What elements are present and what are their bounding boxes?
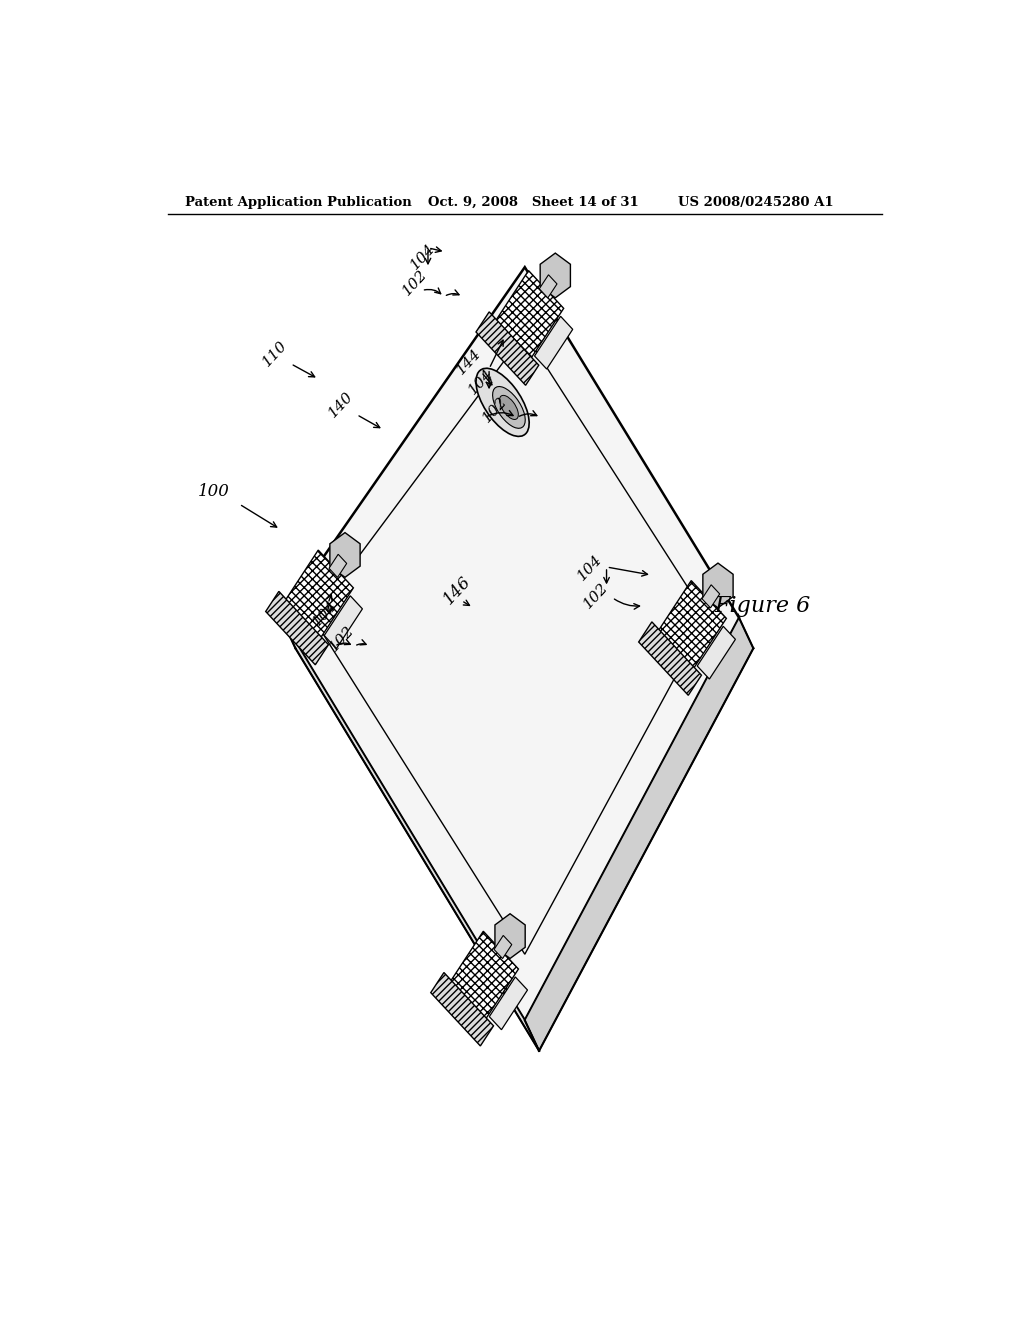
- Polygon shape: [489, 977, 527, 1030]
- Polygon shape: [494, 936, 512, 958]
- Polygon shape: [639, 622, 701, 696]
- Polygon shape: [265, 591, 329, 665]
- Text: Figure 6: Figure 6: [715, 594, 811, 616]
- Polygon shape: [282, 618, 539, 1051]
- Polygon shape: [476, 312, 539, 385]
- Text: 102: 102: [400, 267, 430, 298]
- Polygon shape: [282, 267, 739, 1020]
- Text: 104: 104: [309, 598, 340, 630]
- Polygon shape: [697, 626, 735, 678]
- Text: 100: 100: [198, 483, 229, 500]
- Polygon shape: [431, 973, 494, 1045]
- Polygon shape: [535, 317, 572, 370]
- Text: 104: 104: [466, 367, 497, 397]
- Ellipse shape: [493, 387, 525, 428]
- Text: 104: 104: [574, 553, 605, 583]
- Ellipse shape: [500, 396, 518, 420]
- Polygon shape: [541, 253, 570, 298]
- Text: 110: 110: [260, 338, 290, 370]
- Polygon shape: [540, 275, 557, 298]
- Text: 140: 140: [326, 389, 355, 420]
- Text: 104: 104: [409, 242, 438, 272]
- Polygon shape: [702, 564, 733, 607]
- Text: Oct. 9, 2008   Sheet 14 of 31: Oct. 9, 2008 Sheet 14 of 31: [428, 195, 639, 209]
- Polygon shape: [495, 913, 525, 958]
- Polygon shape: [284, 550, 353, 640]
- Ellipse shape: [476, 368, 529, 437]
- Text: 102: 102: [328, 623, 357, 653]
- Polygon shape: [329, 554, 347, 577]
- Polygon shape: [330, 532, 360, 577]
- Polygon shape: [656, 581, 726, 672]
- Polygon shape: [449, 931, 518, 1022]
- Text: 144: 144: [455, 346, 484, 378]
- Text: 146: 146: [440, 573, 474, 607]
- Text: 102: 102: [582, 579, 611, 611]
- Text: US 2008/0245280 A1: US 2008/0245280 A1: [678, 195, 834, 209]
- Polygon shape: [702, 585, 720, 609]
- Polygon shape: [524, 618, 754, 1051]
- Text: Patent Application Publication: Patent Application Publication: [185, 195, 412, 209]
- Text: 102: 102: [480, 393, 511, 425]
- Polygon shape: [325, 595, 362, 648]
- Polygon shape: [494, 271, 563, 362]
